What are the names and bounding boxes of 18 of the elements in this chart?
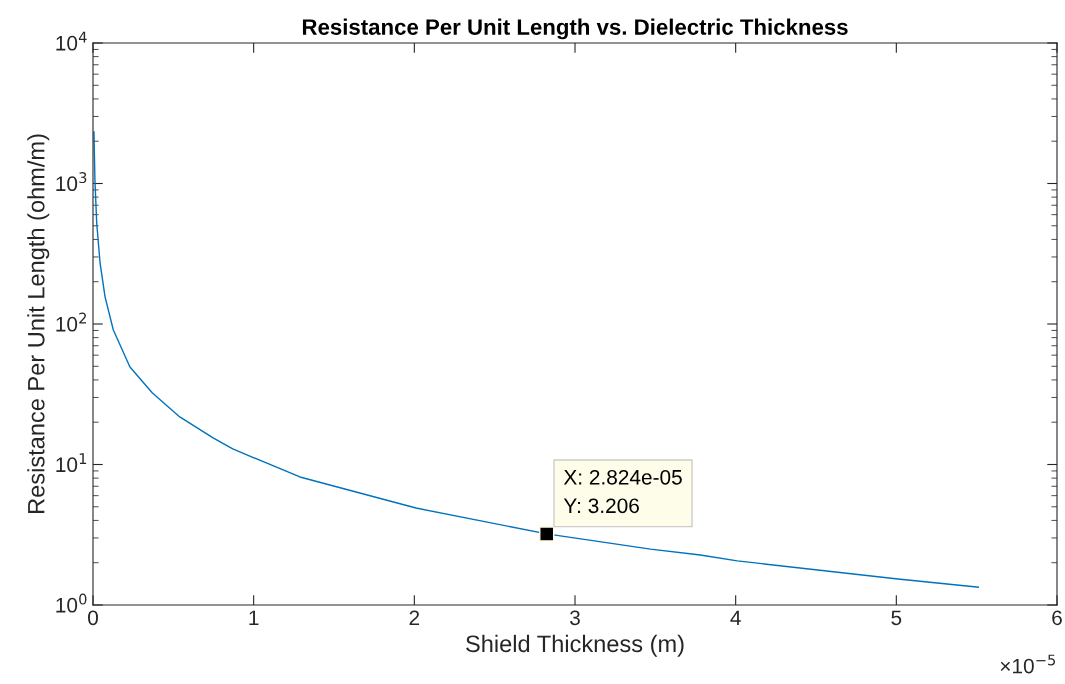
y-axis-title: Resistance Per Unit Length (ohm/m) <box>27 134 50 513</box>
x-tick-label: 0 <box>88 610 98 626</box>
y-tick-label: 10$^{3}$ <box>56 172 87 192</box>
x-tick-label: 4 <box>730 610 741 625</box>
text: ×10$^{−5}$ <box>1000 654 1056 674</box>
x-tick-label: 6 <box>1052 610 1062 626</box>
x-tick-label: 2 <box>409 610 420 625</box>
x-tick-label: 1 <box>249 610 259 625</box>
x-tick-label: 3 <box>570 610 580 626</box>
line-series <box>93 131 979 588</box>
y-tick-label: 10$^{2}$ <box>56 312 86 332</box>
x-axis-title: Shield Thickness (m) <box>466 634 684 657</box>
y-tick-label: 10$^{0}$ <box>56 593 87 613</box>
annotation: X: 2.824e-05 Y: 3.206 <box>563 469 682 514</box>
chart-title: Resistance Per Unit Length vs. Dielectric Thickness <box>302 18 848 40</box>
y-tick-label: 10$^{4}$ <box>56 31 87 51</box>
x-tick-label: 5 <box>891 610 902 626</box>
y-tick-label: 10$^{1}$ <box>56 453 87 473</box>
